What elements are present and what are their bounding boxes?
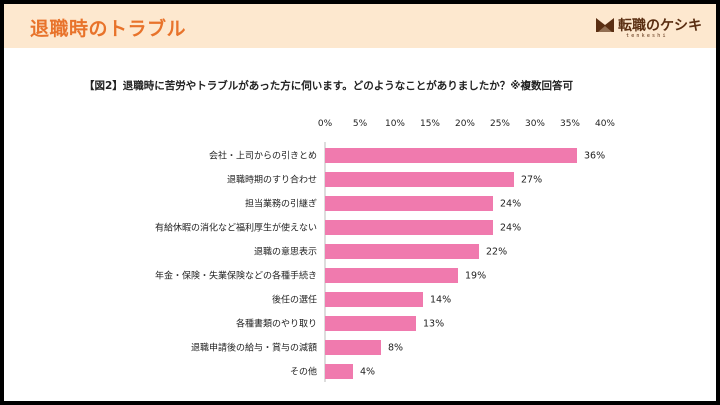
value-label: 24%: [500, 199, 521, 210]
x-tick-label: 30%: [525, 119, 545, 129]
value-label: 4%: [360, 367, 375, 378]
bar: [325, 364, 353, 379]
x-tick-label: 20%: [455, 119, 475, 129]
bar: [325, 196, 493, 211]
bar: [325, 292, 423, 307]
page-title: 退職時のトラブル: [30, 18, 187, 40]
category-label: 後任の選任: [272, 294, 317, 306]
brand-logo-text: 転職のケシキ: [618, 18, 702, 34]
value-label: 8%: [388, 343, 403, 354]
value-label: 13%: [423, 319, 444, 330]
brand-logo-subtext: tenkeshi: [626, 33, 668, 39]
category-label: 退職申請後の給与・賞与の減額: [191, 342, 317, 354]
value-label: 22%: [486, 247, 507, 258]
bar: [325, 148, 577, 163]
x-tick-label: 25%: [490, 119, 510, 129]
value-label: 19%: [465, 271, 486, 282]
brand-logo[interactable]: 転職のケシキ tenkeshi: [596, 15, 706, 41]
header-bar: 退職時のトラブル 転職のケシキ tenkeshi: [4, 4, 716, 48]
bar: [325, 172, 514, 187]
category-label: 退職の意思表示: [254, 246, 317, 258]
value-label: 24%: [500, 223, 521, 234]
bar: [325, 268, 458, 283]
value-label: 36%: [584, 151, 605, 162]
bar: [325, 244, 479, 259]
x-tick-label: 15%: [420, 119, 440, 129]
x-tick-label: 0%: [318, 119, 333, 129]
value-label: 14%: [430, 295, 451, 306]
bar: [325, 220, 493, 235]
category-label: 年金・保険・失業保険などの各種手続き: [155, 270, 317, 282]
x-tick-label: 40%: [595, 119, 615, 129]
category-label: 担当業務の引継ぎ: [245, 198, 317, 210]
category-label: 会社・上司からの引きとめ: [209, 150, 317, 162]
bar-chart: 0% 5% 10% 15% 20% 25% 30% 35% 40% 会社・上司からの引きとめ 36%…: [155, 119, 615, 382]
x-tick-label: 35%: [560, 119, 580, 129]
bar: [325, 316, 416, 331]
x-tick-label: 5%: [353, 119, 368, 129]
category-label: 有給休暇の消化など福利厚生が使えない: [155, 222, 317, 234]
bar: [325, 340, 381, 355]
category-label: 退職時期のすり合わせ: [227, 174, 317, 186]
value-label: 27%: [521, 175, 542, 186]
category-label: その他: [290, 366, 317, 378]
chart-title: 【図2】退職時に苦労やトラブルがあった方に伺います。どのようなことがありましたか…: [84, 80, 573, 92]
slide: 退職時のトラブル 転職のケシキ tenkeshi 【図2】退職時に苦労やトラブル…: [4, 4, 716, 401]
x-tick-label: 10%: [385, 119, 405, 129]
envelope-icon: [596, 18, 614, 32]
category-label: 各種書類のやり取り: [236, 318, 317, 330]
